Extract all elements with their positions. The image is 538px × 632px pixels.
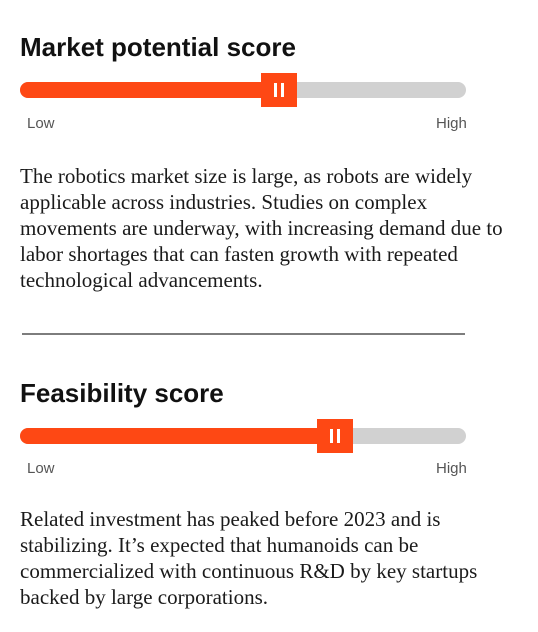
slider-thumb[interactable] — [261, 73, 297, 107]
market-potential-description: The robotics market size is large, as ro… — [20, 164, 503, 292]
feasibility-slider[interactable] — [20, 419, 466, 453]
feasibility-description: Related investment has peaked before 202… — [20, 507, 478, 609]
scale-high-label: High — [436, 460, 467, 477]
grip-icon — [281, 83, 284, 97]
market-potential-title: Market potential score — [20, 32, 296, 62]
market-potential-slider[interactable] — [20, 73, 466, 107]
grip-icon — [330, 429, 333, 443]
slider-fill — [20, 428, 335, 444]
slider-thumb[interactable] — [317, 419, 353, 453]
feasibility-title: Feasibility score — [20, 378, 224, 408]
scale-low-label: Low — [27, 115, 55, 132]
grip-icon — [274, 83, 277, 97]
section-divider — [22, 333, 465, 335]
scale-high-label: High — [436, 115, 467, 132]
slider-fill — [20, 82, 279, 98]
grip-icon — [337, 429, 340, 443]
scale-low-label: Low — [27, 460, 55, 477]
